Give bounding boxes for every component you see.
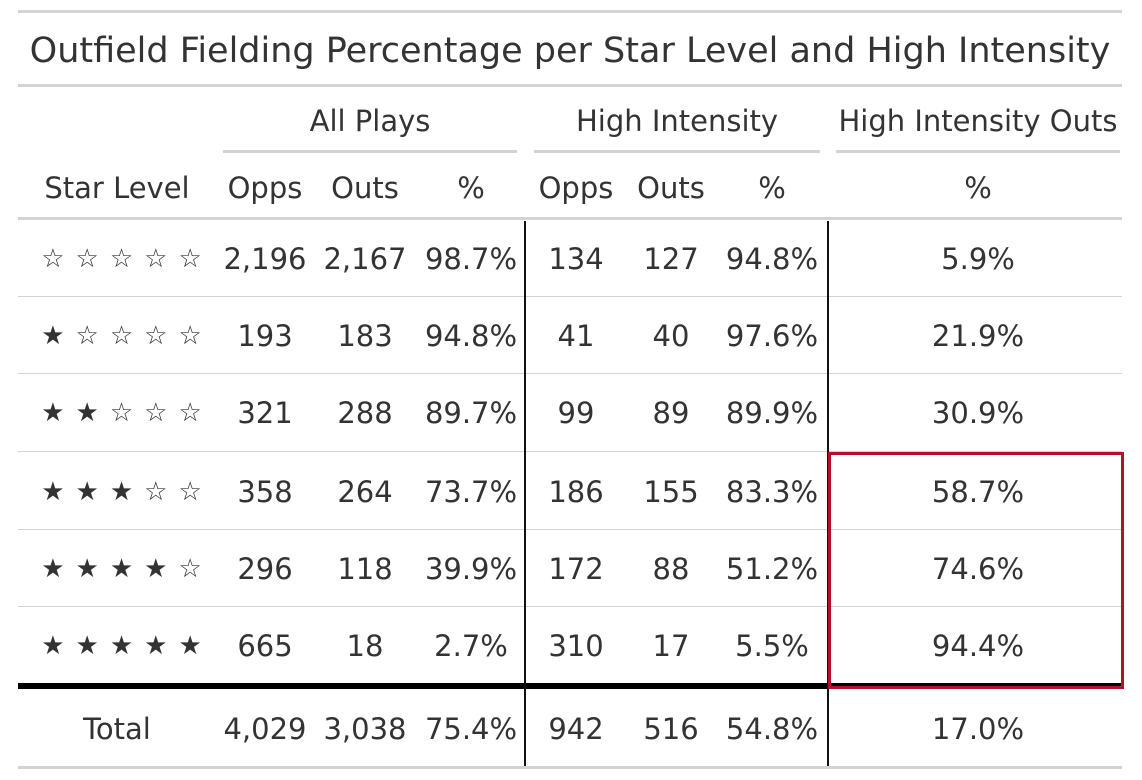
row-divider [18, 451, 1122, 452]
total-hi-outs: 516 [643, 712, 699, 746]
spanner-all-plays: All Plays [309, 104, 431, 138]
spanner-high-intensity-outs: High Intensity Outs [838, 104, 1118, 138]
cell-hio-pct: 58.7% [931, 475, 1025, 509]
title-rule [18, 84, 1122, 87]
star-rating: ★★★★☆ [41, 554, 213, 584]
top-rule [18, 10, 1122, 13]
cell-all-opps: 321 [237, 396, 293, 430]
cell-hi-pct: 5.5% [735, 629, 809, 663]
header-hio-pct: % [964, 171, 992, 205]
total-hio-pct: 17.0% [931, 712, 1025, 746]
header-all-outs: Outs [331, 171, 399, 205]
cell-hi-outs: 127 [643, 242, 699, 276]
total-hi-opps: 942 [548, 712, 604, 746]
star-rating: ★★★★★ [41, 631, 213, 661]
highlight-box [828, 452, 1124, 689]
bottom-rule [18, 766, 1122, 769]
cell-hi-opps: 172 [548, 552, 604, 586]
total-all-opps: 4,029 [223, 712, 307, 746]
row-divider [18, 373, 1122, 374]
cell-all-opps: 665 [237, 629, 293, 663]
spanner-high-intensity-rule [534, 150, 820, 153]
cell-all-pct: 94.8% [424, 319, 518, 353]
cell-all-opps: 193 [237, 319, 293, 353]
cell-hi-outs: 40 [652, 319, 690, 353]
cell-hi-opps: 41 [557, 319, 595, 353]
total-all-pct: 75.4% [424, 712, 518, 746]
cell-all-opps: 296 [237, 552, 293, 586]
cell-hi-pct: 94.8% [725, 242, 819, 276]
table-title: Outfield Fielding Percentage per Star Le… [29, 31, 1111, 71]
cell-all-outs: 183 [337, 319, 393, 353]
cell-all-outs: 18 [346, 629, 384, 663]
header-all-pct: % [457, 171, 485, 205]
star-rating: ☆☆☆☆☆ [41, 244, 213, 274]
cell-all-outs: 288 [337, 396, 393, 430]
cell-hio-pct: 94.4% [931, 629, 1025, 663]
cell-hi-pct: 51.2% [725, 552, 819, 586]
cell-all-opps: 2,196 [223, 242, 307, 276]
header-star-level: Star Level [44, 171, 190, 205]
total-all-outs: 3,038 [323, 712, 407, 746]
cell-hi-outs: 88 [652, 552, 690, 586]
cell-all-pct: 98.7% [424, 242, 518, 276]
cell-hio-pct: 30.9% [931, 396, 1025, 430]
cell-hi-outs: 17 [652, 629, 690, 663]
total-label: Total [83, 712, 151, 746]
header-hi-opps: Opps [538, 171, 614, 205]
cell-hio-pct: 74.6% [931, 552, 1025, 586]
header-rule [18, 217, 1122, 220]
total-rule [18, 683, 1122, 689]
cell-hi-pct: 97.6% [725, 319, 819, 353]
cell-all-opps: 358 [237, 475, 293, 509]
row-divider [18, 606, 1122, 607]
star-rating: ★☆☆☆☆ [41, 321, 213, 351]
spanner-high-intensity-outs-rule [836, 150, 1120, 153]
cell-hi-pct: 83.3% [725, 475, 819, 509]
cell-hi-pct: 89.9% [725, 396, 819, 430]
cell-hi-opps: 99 [557, 396, 595, 430]
header-hi-pct: % [758, 171, 786, 205]
star-rating: ★★☆☆☆ [41, 398, 213, 428]
cell-all-pct: 89.7% [424, 396, 518, 430]
cell-all-pct: 39.9% [424, 552, 518, 586]
cell-hi-outs: 155 [643, 475, 699, 509]
spanner-all-plays-rule [223, 150, 517, 153]
cell-all-pct: 2.7% [434, 629, 508, 663]
cell-all-outs: 264 [337, 475, 393, 509]
header-all-opps: Opps [227, 171, 303, 205]
group-divider-left [524, 221, 526, 766]
header-hi-outs: Outs [637, 171, 705, 205]
cell-hi-opps: 134 [548, 242, 604, 276]
cell-all-outs: 2,167 [323, 242, 407, 276]
cell-hi-opps: 186 [548, 475, 604, 509]
cell-hi-opps: 310 [548, 629, 604, 663]
row-divider [18, 529, 1122, 530]
cell-hio-pct: 5.9% [941, 242, 1015, 276]
star-rating: ★★★☆☆ [41, 477, 213, 507]
row-divider [18, 296, 1122, 297]
spanner-high-intensity: High Intensity [575, 104, 779, 138]
cell-all-pct: 73.7% [424, 475, 518, 509]
cell-hi-outs: 89 [652, 396, 690, 430]
total-hi-pct: 54.8% [725, 712, 819, 746]
cell-all-outs: 118 [337, 552, 393, 586]
cell-hio-pct: 21.9% [931, 319, 1025, 353]
